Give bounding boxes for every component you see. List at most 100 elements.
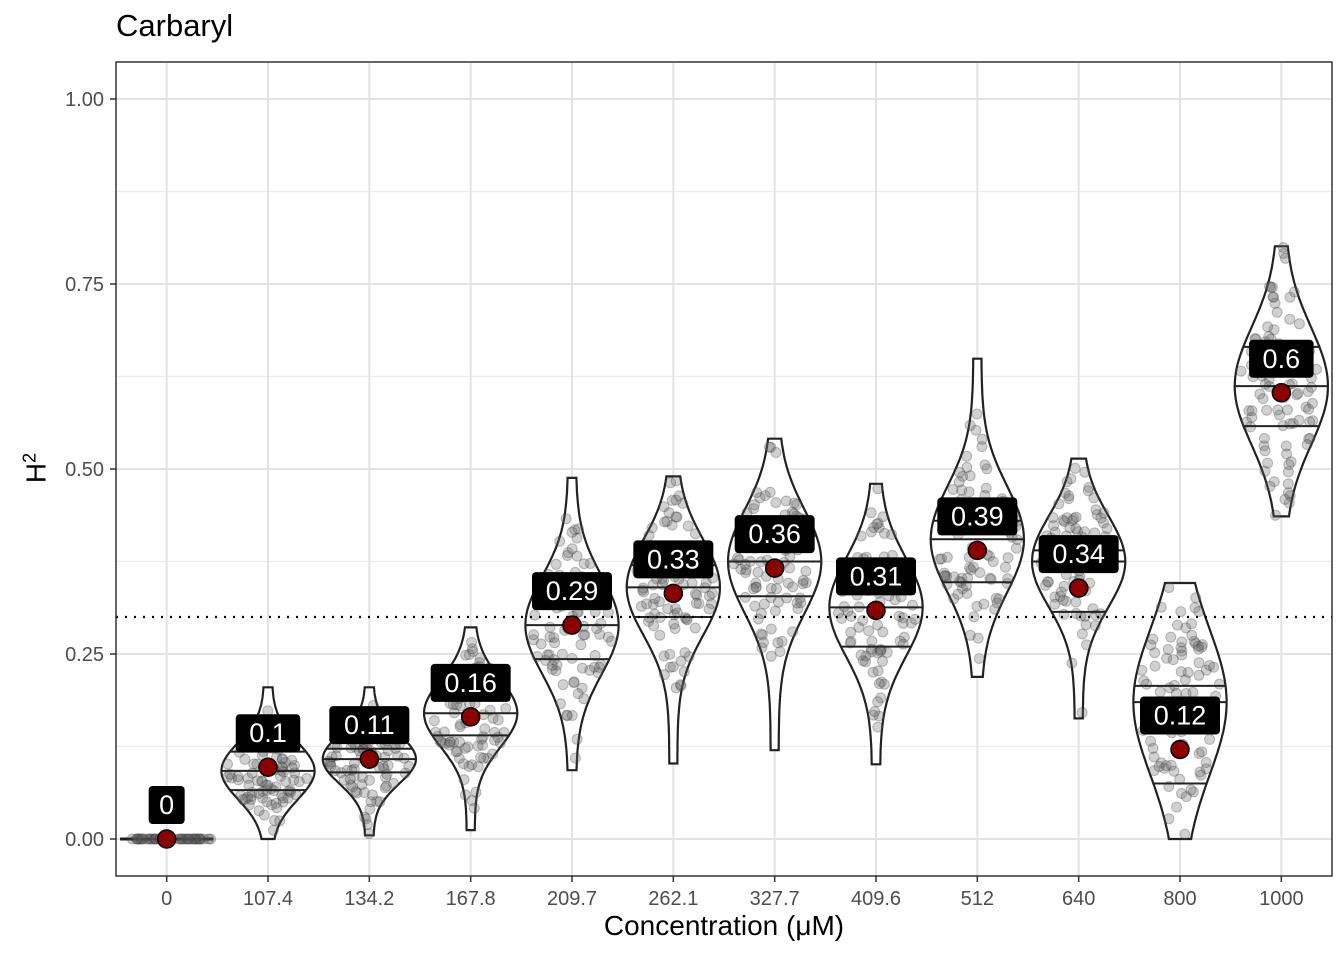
data-point (739, 591, 751, 603)
data-point (845, 626, 857, 638)
data-point (439, 737, 451, 749)
data-point (466, 759, 478, 771)
y-tick-label: 0.75 (65, 274, 104, 296)
data-point (1283, 497, 1295, 509)
data-point (243, 799, 255, 811)
data-point (253, 805, 265, 817)
data-point (571, 550, 583, 562)
data-point (271, 802, 283, 814)
data-point (463, 761, 475, 772)
mean-label-box (1249, 339, 1314, 378)
data-point (1192, 640, 1204, 652)
data-point (661, 515, 673, 527)
data-point (748, 503, 760, 515)
data-point (1079, 466, 1091, 478)
data-point (875, 676, 887, 688)
data-point (1065, 473, 1077, 485)
data-point (1279, 252, 1291, 264)
data-point (1068, 512, 1080, 524)
data-point (1193, 657, 1205, 669)
data-point (872, 517, 884, 529)
data-point (240, 793, 251, 805)
data-point (877, 626, 889, 638)
data-point (443, 739, 455, 751)
x-tick-label: 640 (1062, 888, 1095, 910)
data-point (749, 600, 761, 612)
x-tick-label: 1000 (1259, 888, 1304, 910)
data-point (1285, 456, 1297, 468)
data-point (1196, 641, 1208, 653)
data-point (973, 653, 985, 664)
data-point (1002, 573, 1014, 585)
data-point (575, 639, 587, 651)
data-point (1149, 660, 1161, 672)
data-point (1070, 523, 1082, 534)
data-point (487, 748, 499, 760)
data-point (963, 486, 975, 498)
data-point (566, 526, 578, 538)
data-point (561, 709, 573, 721)
data-point (562, 547, 574, 559)
data-point (948, 571, 960, 583)
x-tick-label: 167.8 (446, 888, 496, 910)
data-point (1070, 596, 1082, 608)
x-tick-label: 327.7 (750, 888, 800, 910)
data-point (1162, 644, 1174, 655)
violin-group-800: 0.12 (1132, 581, 1228, 841)
data-point (371, 795, 383, 807)
mean-point (156, 829, 177, 849)
data-point (867, 666, 879, 678)
data-point (972, 632, 984, 644)
data-point (1165, 631, 1177, 643)
data-point (1283, 459, 1295, 471)
data-point (388, 777, 399, 789)
data-point (706, 598, 717, 610)
data-point (1284, 313, 1296, 325)
data-point (968, 561, 979, 573)
data-point (540, 655, 552, 666)
data-point (549, 637, 561, 649)
data-point (964, 562, 975, 574)
data-point (1163, 813, 1175, 825)
data-point (1187, 786, 1199, 798)
data-point (1200, 664, 1212, 676)
data-point (363, 828, 375, 840)
data-point (791, 597, 803, 609)
data-point (1243, 405, 1255, 417)
data-point (1175, 666, 1187, 678)
data-point (800, 565, 812, 577)
data-point (1057, 514, 1069, 526)
data-point (989, 603, 1001, 615)
data-point (444, 736, 456, 748)
data-point (635, 600, 647, 612)
data-point (682, 520, 694, 532)
mean-point (866, 600, 886, 621)
data-point (1264, 480, 1276, 492)
data-point (1176, 645, 1188, 657)
mean-point (562, 615, 582, 635)
data-point (277, 792, 289, 804)
data-point (666, 494, 678, 506)
data-point (126, 833, 138, 845)
mean-label-box (734, 515, 815, 554)
data-point (875, 692, 887, 704)
data-point (1271, 306, 1283, 318)
data-point (550, 665, 562, 677)
data-point (1042, 576, 1054, 588)
mean-point (1068, 578, 1089, 598)
data-point (853, 621, 865, 633)
data-point (1189, 602, 1201, 614)
data-point (1284, 490, 1296, 502)
y-axis-label-text: H (20, 462, 52, 484)
y-axis-label: H2 (19, 453, 52, 483)
violin-group-107-4: 0.1 (220, 686, 316, 841)
data-point (675, 679, 686, 691)
data-point (683, 651, 695, 663)
violin-group-327-7: 0.36 (727, 437, 823, 752)
violin-group-409-6: 0.31 (828, 482, 924, 766)
data-point (1182, 667, 1194, 678)
data-point (450, 746, 462, 758)
data-point (757, 629, 768, 641)
x-tick-label: 409.6 (851, 888, 901, 910)
data-point (939, 570, 951, 582)
